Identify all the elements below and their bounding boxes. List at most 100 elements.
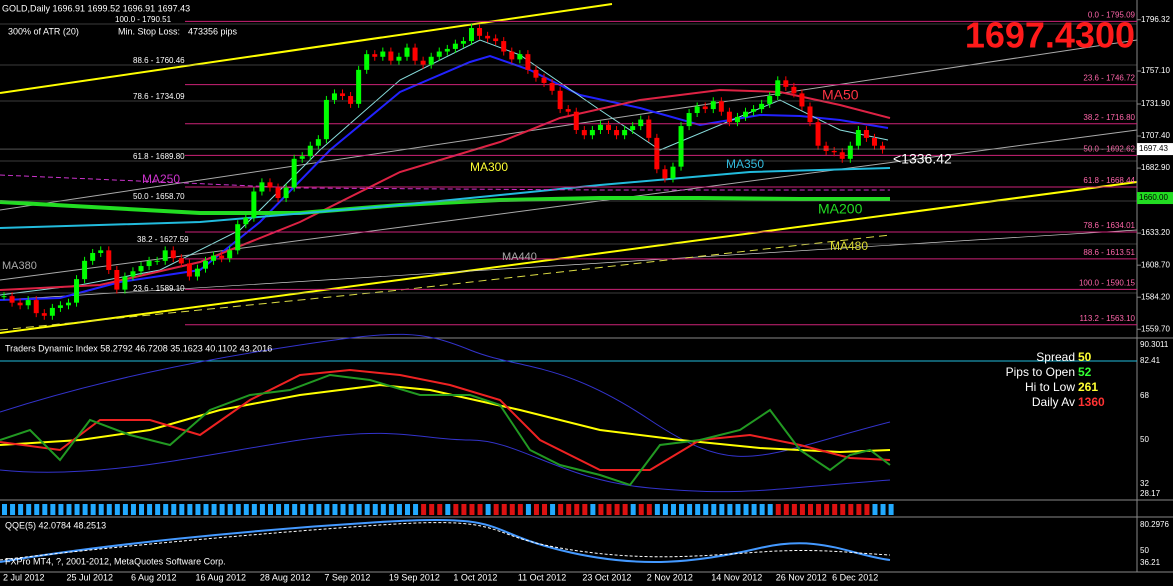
strip-cell (34, 504, 40, 515)
candle (573, 111, 579, 131)
candle (436, 51, 442, 57)
y-tick-label: 1633.20 (1141, 228, 1170, 237)
strip-cell (114, 504, 120, 515)
candle (251, 191, 257, 218)
strip-cell (445, 504, 451, 515)
candle (606, 124, 611, 131)
candle (380, 51, 386, 57)
candle (106, 250, 112, 270)
candle (186, 263, 192, 277)
decor (0, 0, 1173, 573)
strip-cell (695, 504, 701, 515)
strip-cell (517, 504, 523, 515)
candle (331, 93, 337, 100)
candle (259, 182, 265, 192)
candle (718, 101, 724, 112)
candle (541, 77, 547, 83)
candle (525, 54, 531, 70)
fib-label: 113.2 - 1563.10 (1080, 314, 1136, 323)
tdi-tick: 28.17 (1140, 489, 1161, 498)
candle (57, 305, 63, 308)
left-fib-label: 50.0 - 1658.70 (133, 192, 185, 201)
candle (743, 111, 749, 117)
candle (315, 139, 321, 146)
candle (460, 41, 466, 44)
strip-cell (155, 504, 161, 515)
stop-value: 473356 pips (188, 26, 238, 36)
candle (597, 124, 603, 131)
left-fib-label: 38.2 - 1627.59 (137, 235, 189, 244)
strip-cell (453, 504, 459, 515)
stat-value: 1360 (1078, 395, 1105, 409)
candle (412, 47, 418, 61)
stop-label: Min. Stop Loss: (118, 26, 180, 36)
candle (235, 224, 241, 251)
candle (839, 152, 845, 159)
candle (517, 54, 523, 60)
candle (65, 302, 71, 306)
strip-cell (509, 504, 515, 515)
candle (291, 158, 297, 188)
candle (41, 313, 47, 316)
candle (25, 300, 31, 306)
strip-cell (139, 504, 145, 515)
candle (807, 106, 813, 123)
strip-cell (630, 504, 636, 515)
strip-cell (614, 504, 620, 515)
strip-cell (98, 504, 104, 515)
level-label: 1660.00 (1139, 193, 1168, 202)
tdi-tick: 32 (1140, 479, 1149, 488)
strip-cell (558, 504, 564, 515)
candle (283, 187, 289, 199)
strip-cell (654, 504, 660, 515)
candle (662, 169, 668, 179)
strip-cell (18, 504, 24, 515)
annotation: <1336.42 (893, 151, 952, 167)
candle (477, 27, 483, 36)
strip-cell (364, 504, 370, 515)
level-box (1137, 192, 1173, 205)
strip-cell (670, 504, 676, 515)
candle (880, 145, 886, 150)
strip-cell (880, 504, 886, 515)
candle (726, 111, 732, 123)
strip-cell (864, 504, 870, 515)
strip-cell (791, 504, 797, 515)
strip-cell (808, 504, 813, 515)
stat-label: Spread (1036, 350, 1075, 364)
candle (783, 80, 789, 87)
x-tick-label: 23 Oct 2012 (582, 572, 631, 582)
candle (799, 93, 805, 107)
strip-cell (396, 504, 402, 515)
strip-cell (703, 504, 709, 515)
strip-cell (646, 504, 652, 515)
stat-label: Daily Av (1032, 395, 1075, 409)
strip-cell (405, 504, 410, 515)
x-tick-label: 28 Aug 2012 (260, 572, 311, 582)
strip-cell (485, 504, 491, 515)
tdi-tick: 68 (1140, 391, 1149, 400)
strip-cell (421, 504, 427, 515)
strip-cell (203, 504, 209, 515)
strip-cell (130, 504, 136, 515)
strip-cell (90, 504, 96, 515)
tdi-tick: 90.3011 (1140, 340, 1169, 349)
left-fib-label: 100.0 - 1790.51 (115, 15, 172, 24)
candle (364, 54, 370, 70)
trend-strip (2, 504, 894, 515)
strip-cell (727, 504, 733, 515)
left-fib-label: 88.6 - 1760.46 (133, 56, 185, 65)
qqe-tick: 50 (1140, 546, 1149, 555)
candle (299, 156, 305, 159)
strip-cell (284, 504, 290, 515)
start-date: 2 Jul 2012 (3, 572, 45, 582)
candle (670, 166, 676, 179)
strip-cell (533, 504, 539, 515)
strip-cell (477, 504, 483, 515)
strip-cell (413, 504, 419, 515)
candle (138, 266, 144, 272)
strip-cell (259, 504, 265, 515)
strip-cell (66, 504, 72, 515)
candle (509, 51, 515, 60)
y-tick-label: 1608.70 (1141, 260, 1170, 269)
